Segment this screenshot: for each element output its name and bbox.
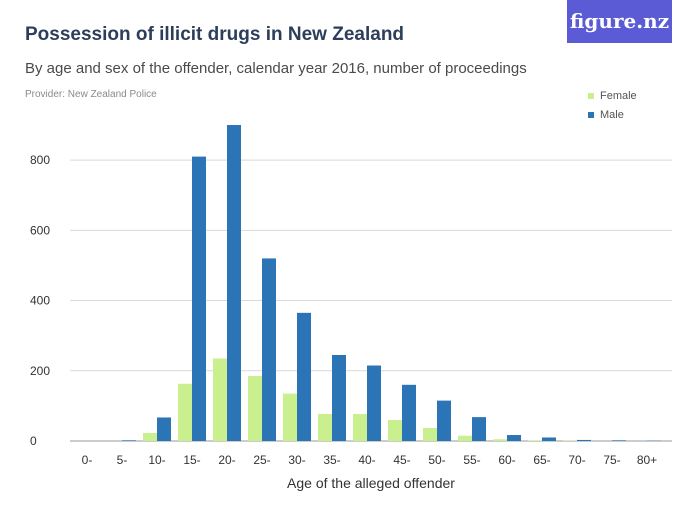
bar-female — [458, 435, 472, 441]
bar-female — [283, 393, 297, 441]
x-tick-label: 65- — [533, 453, 550, 467]
bar-male — [542, 437, 556, 441]
bar-female — [178, 383, 192, 441]
chart-title: Possession of illicit drugs in New Zeala… — [25, 24, 405, 45]
y-tick-label: 600 — [30, 223, 50, 237]
y-tick-label: 0 — [30, 434, 37, 448]
bar-male — [577, 439, 591, 441]
x-tick-label: 35- — [323, 453, 340, 467]
bar-male — [402, 384, 416, 441]
bar-male — [332, 354, 346, 441]
legend: Female Male — [588, 86, 637, 124]
legend-label-female: Female — [600, 89, 637, 102]
bar-male — [507, 435, 521, 441]
x-tick-label: 5- — [117, 453, 128, 467]
x-tick-label: 40- — [358, 453, 375, 467]
bar-female — [248, 376, 262, 441]
bar-male — [297, 312, 311, 441]
x-tick-label: 25- — [253, 453, 270, 467]
bar-female — [213, 358, 227, 441]
legend-swatch-female — [588, 92, 594, 99]
bar-male — [122, 440, 136, 441]
bar-male — [192, 156, 206, 441]
chart-subtitle: By age and sex of the offender, calendar… — [25, 60, 527, 77]
bar-male — [157, 417, 171, 441]
x-tick-label: 10- — [148, 453, 165, 467]
bar-male — [367, 365, 381, 441]
y-tick-label: 800 — [30, 153, 50, 167]
legend-label-male: Male — [600, 108, 624, 121]
x-tick-label: 75- — [603, 453, 620, 467]
x-tick-label: 15- — [183, 453, 200, 467]
bar-female — [493, 439, 507, 441]
x-tick-label: 70- — [568, 453, 585, 467]
y-tick-label: 400 — [30, 294, 50, 308]
bar-female — [423, 428, 437, 441]
bar-female — [318, 413, 332, 441]
x-tick-label: 50- — [428, 453, 445, 467]
legend-item-male: Male — [588, 105, 637, 124]
x-tick-label: 20- — [218, 453, 235, 467]
legend-swatch-male — [588, 111, 594, 118]
x-tick-label: 45- — [393, 453, 410, 467]
bar-female — [528, 440, 542, 441]
bar-male — [437, 400, 451, 441]
x-tick-label: 55- — [463, 453, 480, 467]
x-axis-title: Age of the alleged offender — [287, 475, 455, 491]
x-tick-label: 80+ — [637, 453, 657, 467]
provider-text: Provider: New Zealand Police — [25, 89, 157, 100]
bar-male — [227, 125, 241, 441]
bar-female — [143, 432, 157, 441]
x-tick-label: 30- — [288, 453, 305, 467]
bar-female — [388, 419, 402, 441]
bar-male — [262, 258, 276, 441]
legend-item-female: Female — [588, 86, 637, 105]
x-tick-label: 0- — [82, 453, 93, 467]
figure-nz-logo[interactable]: figure.nz — [567, 0, 672, 43]
x-tick-label: 60- — [498, 453, 515, 467]
y-tick-label: 200 — [30, 364, 50, 378]
bar-male — [472, 417, 486, 441]
bar-female — [353, 413, 367, 441]
bar-male — [612, 440, 626, 441]
